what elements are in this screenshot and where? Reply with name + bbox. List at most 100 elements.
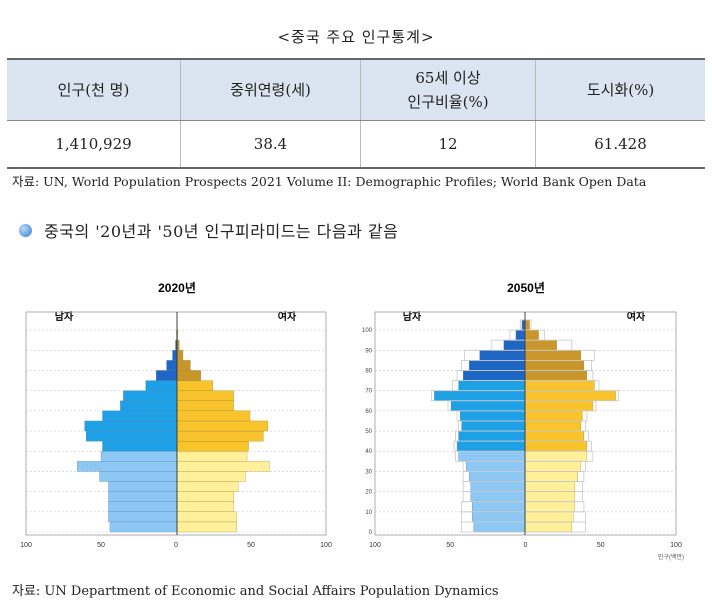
bar-male — [468, 360, 526, 371]
bar-female — [524, 400, 594, 412]
bar-male — [473, 521, 526, 533]
bar-male — [77, 461, 178, 472]
bar-female — [524, 410, 583, 422]
bar-male — [120, 400, 178, 412]
bar-female — [524, 481, 575, 492]
header-median-age-line1: 중위연령(세) — [230, 81, 311, 99]
x-tick-label: 100 — [670, 542, 682, 549]
bar-female — [524, 420, 582, 432]
pyramid-2050-female-label: 여자 — [627, 310, 646, 323]
bar-male — [102, 410, 178, 422]
bar-male — [503, 340, 526, 351]
bar-female — [176, 451, 248, 462]
bullet-line: 중국의 '20년과 '50년 인구피라미드는 다음과 같음 — [19, 218, 398, 242]
x-tick-label: 0 — [174, 542, 178, 549]
bar-male — [515, 329, 526, 341]
header-median-age: 중위연령(세) — [180, 58, 361, 121]
bar-female — [524, 370, 588, 381]
bar-male — [471, 511, 526, 523]
age-tick-label: 10 — [365, 510, 372, 516]
bar-male — [470, 481, 526, 492]
bar-female — [176, 360, 191, 371]
age-tick-label: 100 — [362, 328, 373, 334]
bar-male — [459, 410, 526, 422]
bar-female — [524, 511, 574, 523]
bar-male — [456, 440, 526, 452]
age-tick-label: 30 — [365, 469, 372, 475]
x-tick-label: 50 — [97, 542, 105, 549]
pyramid-2050-unit-label: 인구(백만) — [658, 553, 684, 561]
bar-female — [176, 471, 246, 482]
bar-female — [524, 461, 582, 472]
age-tick-label: 0 — [369, 530, 373, 536]
bar-male — [145, 380, 178, 391]
x-tick-label: 50 — [597, 542, 605, 549]
x-tick-label: 50 — [247, 542, 255, 549]
bar-female — [524, 451, 588, 462]
bar-male — [450, 400, 526, 412]
bar-female — [176, 491, 234, 502]
bar-female — [176, 420, 269, 432]
bar-female — [524, 340, 557, 351]
bar-male — [155, 370, 178, 381]
bar-male — [102, 440, 178, 452]
bar-male — [471, 501, 526, 512]
bar-male — [99, 471, 178, 482]
bar-male — [470, 491, 526, 502]
bar-female — [176, 511, 237, 523]
bar-male — [465, 461, 526, 472]
pyramid-2020-female-label: 여자 — [278, 310, 297, 323]
circle-bullet-icon — [19, 223, 32, 237]
bar-male — [109, 521, 178, 533]
x-tick-label: 100 — [20, 542, 32, 549]
value-elderly-ratio: 12 — [360, 120, 536, 169]
age-tick-label: 20 — [365, 490, 372, 496]
age-tick-label: 80 — [365, 368, 372, 374]
plot-frame — [374, 311, 677, 536]
bar-male — [479, 350, 526, 361]
plot-frame — [25, 311, 327, 536]
bar-female — [524, 430, 585, 442]
bar-male — [108, 501, 178, 512]
bar-male — [458, 451, 526, 462]
bar-female — [524, 380, 595, 391]
bar-male — [172, 350, 178, 361]
bar-female — [524, 329, 539, 341]
bar-male — [100, 451, 178, 462]
value-urbanization: 61.428 — [535, 120, 705, 169]
bar-female — [176, 501, 234, 512]
bar-female — [524, 521, 572, 533]
age-tick-label: 60 — [365, 409, 372, 415]
bar-female — [176, 440, 249, 452]
pyramid-2020-title: 2020년 — [158, 281, 196, 295]
pyramid-2020: 2020년 남자 여자 100 50 0 50 100 — [20, 281, 332, 549]
bar-female — [524, 350, 582, 361]
bar-female — [176, 461, 270, 472]
bar-male — [123, 390, 178, 401]
bar-female — [176, 350, 184, 361]
table-header-row: 인구(천 명) 중위연령(세) 65세 이상 인구비율(%) 도시화(%) — [7, 58, 705, 121]
age-tick-label: 40 — [365, 449, 372, 455]
header-elderly-ratio-line2: 인구비율(%) — [407, 93, 489, 111]
bar-female — [176, 390, 234, 401]
demographics-table: 인구(천 명) 중위연령(세) 65세 이상 인구비율(%) 도시화(%) 1,… — [7, 58, 705, 169]
bar-female — [524, 440, 588, 452]
bar-male — [84, 420, 178, 432]
header-population: 인구(천 명) — [7, 58, 181, 121]
bar-male — [521, 319, 526, 331]
pyramid-2050-title: 2050년 — [507, 281, 545, 295]
bar-female — [524, 501, 575, 512]
bar-male — [108, 511, 178, 523]
pyramid-2050: 2050년 남자 여자 인구(백만) 0 10 20 30 40 50 60 70 80 90 10… — [362, 281, 684, 561]
bar-male — [108, 491, 178, 502]
bar-female — [524, 360, 585, 371]
bar-female — [524, 471, 578, 482]
bar-female — [176, 410, 251, 422]
header-elderly-ratio-line1: 65세 이상 — [415, 69, 481, 87]
x-tick-label: 0 — [524, 542, 528, 549]
bar-male — [458, 430, 526, 442]
bar-female — [176, 380, 213, 391]
bar-female — [176, 481, 239, 492]
value-population: 1,410,929 — [7, 120, 181, 169]
pyramid-2050-male-label: 남자 — [403, 310, 422, 323]
